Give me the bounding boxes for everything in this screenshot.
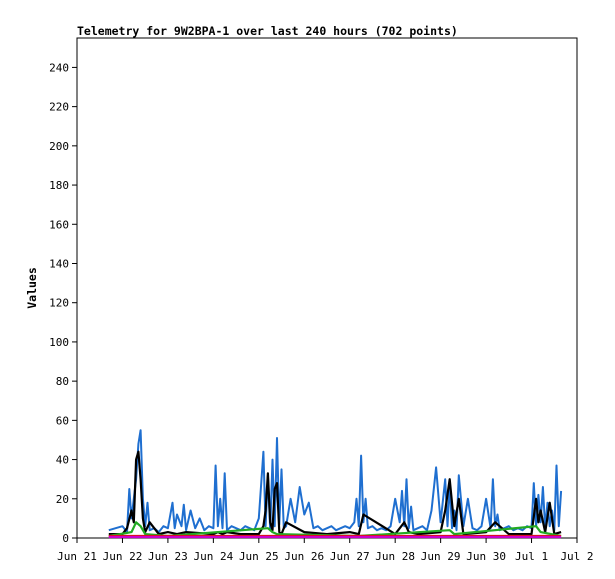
plot-frame (76, 37, 578, 539)
series-layer (108, 429, 563, 539)
series-line-green (108, 521, 562, 538)
x-axis: Jun 21 Jun 22 Jun 23 Jun 24 Jun 25 Jun 26 Jun … (57, 538, 594, 563)
y-tick-label: 140 (49, 257, 69, 270)
y-tick-label: 220 (49, 101, 69, 114)
y-tick-label: 180 (49, 179, 69, 192)
y-tick-label: 240 (49, 61, 69, 74)
x-tick-label: Jul 2 (560, 550, 593, 563)
y-tick-label: 160 (49, 218, 69, 231)
x-tick-label: Jun 29 (421, 550, 461, 563)
y-tick-label: 200 (49, 140, 69, 153)
y-tick-label: 60 (56, 414, 69, 427)
series-line-black (108, 450, 562, 536)
y-axis: 0 20 40 60 80 100 120 140 160 180 200 220 240 (49, 61, 77, 545)
y-tick-label: 0 (62, 532, 69, 545)
x-tick-label: Jun 26 (284, 550, 324, 563)
x-tick-label: Jun 24 (193, 550, 233, 563)
x-tick-label: Jun 25 (239, 550, 279, 563)
series-line-blue (108, 429, 563, 534)
y-axis-title: Values (25, 267, 39, 309)
y-tick-label: 100 (49, 336, 69, 349)
chart-title: Telemetry for 9W2BPA-1 over last 240 hou… (77, 24, 458, 38)
y-tick-label: 20 (56, 493, 69, 506)
y-tick-label: 40 (56, 454, 69, 467)
x-tick-label: Jul 1 (515, 550, 548, 563)
x-tick-label: Jun 27 (330, 550, 370, 563)
y-tick-label: 80 (56, 375, 69, 388)
x-tick-label: Jun 30 (466, 550, 506, 563)
y-tick-label: 120 (49, 297, 69, 310)
x-tick-label: Jun 22 (103, 550, 143, 563)
x-tick-label: Jun 23 (148, 550, 188, 563)
x-tick-label: Jun 21 (57, 550, 97, 563)
x-tick-label: Jun 28 (375, 550, 415, 563)
